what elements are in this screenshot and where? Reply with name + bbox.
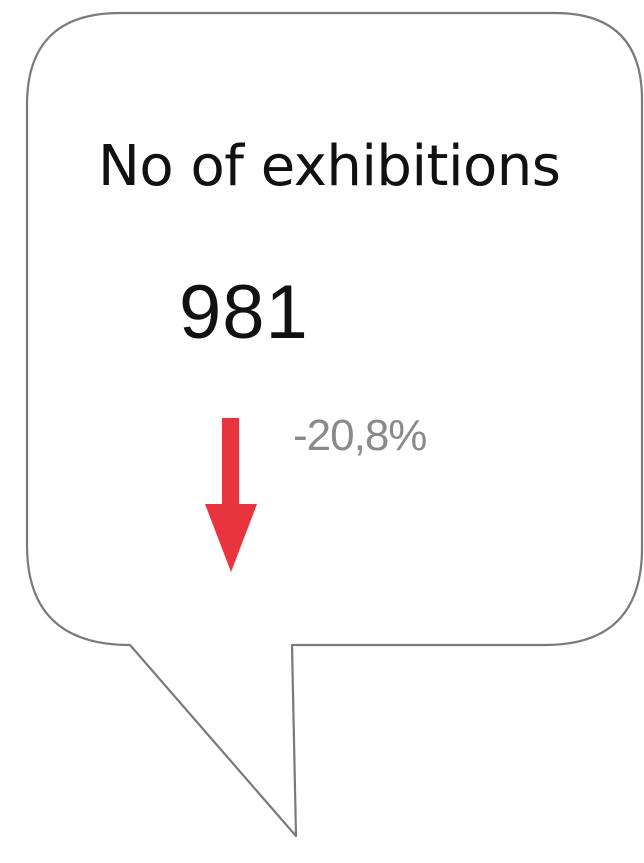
arrow-head-fill: [205, 504, 257, 572]
metric-title: No of exhibitions: [98, 134, 561, 199]
arrow-down-icon: [205, 418, 257, 572]
speech-bubble-outline: [25, 11, 644, 838]
arrow-shaft: [222, 418, 239, 516]
metric-value: 981: [179, 270, 309, 355]
metric-change: -20,8%: [293, 411, 427, 460]
